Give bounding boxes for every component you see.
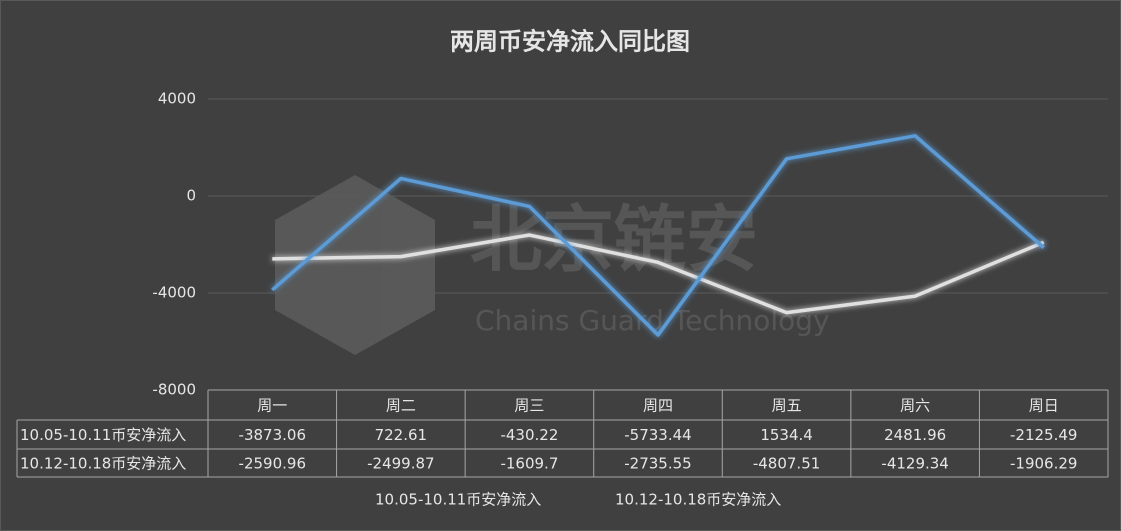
series-line: [271, 134, 1045, 337]
x-tick-label: 周一: [257, 397, 287, 415]
table-row-label: 10.12-10.18币安净流入: [20, 455, 186, 473]
chart-title: 两周币安净流入同比图: [450, 27, 690, 56]
watermark-logo: [275, 175, 435, 355]
x-tick-label: 周五: [772, 397, 802, 415]
table-cell: -4807.51: [753, 455, 820, 473]
table-cell: -2125.49: [1010, 426, 1077, 444]
table-cell: -430.22: [500, 426, 558, 444]
x-tick-label: 周六: [900, 397, 930, 415]
y-tick-label: 0: [186, 187, 196, 205]
table-cell: -5733.44: [624, 426, 691, 444]
y-tick-label: -4000: [152, 284, 196, 302]
table-cell: -1609.7: [500, 455, 558, 473]
y-tick-label: -8000: [152, 381, 196, 399]
x-tick-label: 周三: [514, 397, 544, 415]
legend-label: 10.12-10.18币安净流入: [615, 491, 781, 509]
watermark-text: 北京链安: [470, 198, 758, 282]
legend-label: 10.05-10.11币安净流入: [375, 491, 541, 509]
table-row-label: 10.05-10.11币安净流入: [20, 426, 186, 444]
x-tick-label: 周日: [1029, 397, 1059, 415]
table-cell: -2590.96: [239, 455, 306, 473]
table-cell: -3873.06: [239, 426, 306, 444]
y-tick-label: 4000: [158, 90, 196, 108]
table-cell: 722.61: [375, 426, 428, 444]
table-cell: -1906.29: [1010, 455, 1077, 473]
x-tick-label: 周四: [643, 397, 673, 415]
table-cell: -2735.55: [624, 455, 691, 473]
table-cell: -4129.34: [881, 455, 948, 473]
table-cell: 1534.4: [760, 426, 813, 444]
table-cell: -2499.87: [367, 455, 434, 473]
table-cell: 2481.96: [884, 426, 946, 444]
watermark: 北京链安 Chains Guard Technology: [275, 175, 830, 355]
x-tick-label: 周二: [386, 397, 416, 415]
series-line: [272, 233, 1045, 315]
